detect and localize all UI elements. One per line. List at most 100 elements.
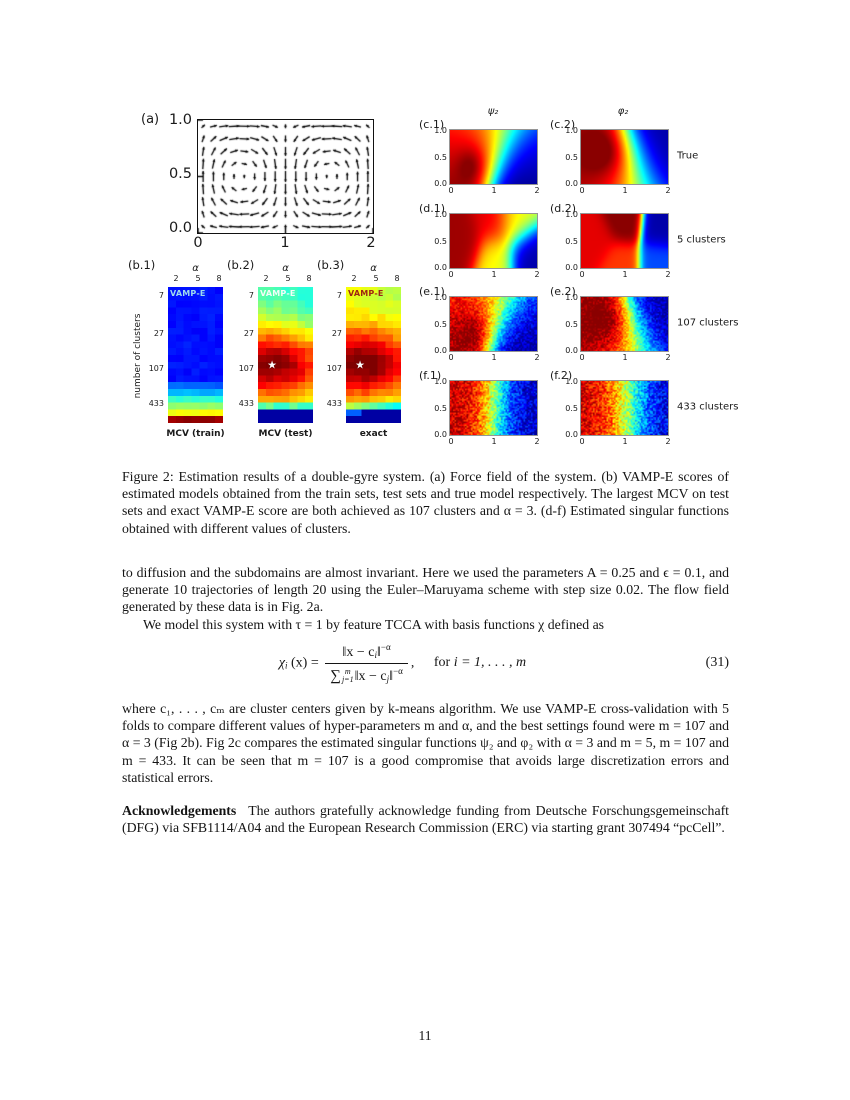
clusters-tick: 433: [326, 398, 342, 408]
clusters-tick: 27: [331, 328, 342, 338]
mini-ytick: 1.0: [434, 293, 447, 302]
psi2-5-clusters-canvas: [449, 213, 538, 269]
panel-label-psi2-5-clusters: (d.1): [419, 202, 446, 215]
mini-xtick: 0: [448, 270, 454, 279]
phi2-column-header: φ₂: [617, 106, 629, 117]
mini-xtick: 2: [665, 353, 671, 362]
mini-xtick: 1: [491, 353, 497, 362]
equation-body: χi (x) = ‖x − ci‖−α ∑ m j=1 ‖x − cj‖−α , fo…: [278, 641, 527, 685]
vampe-heatmap-train-canvas: [168, 287, 223, 423]
best-model-star-marker: ★: [267, 359, 277, 372]
clusters-tick: 7: [158, 290, 164, 300]
alpha-tick: 5: [373, 274, 379, 283]
panel-label-phi2-107-clusters: (e.2): [550, 285, 576, 298]
equation-number: (31): [705, 655, 729, 670]
mini-ytick: 0.5: [565, 236, 578, 246]
mini-ytick: 0.0: [565, 346, 578, 355]
alpha-tick: 2: [173, 274, 179, 283]
best-model-star-marker: ★: [355, 359, 365, 372]
panel-b-label: (b.1): [128, 258, 156, 272]
clusters-axis-label: number of clusters: [133, 313, 143, 399]
mini-ytick: 0.0: [434, 263, 447, 272]
mini-ytick: 1.0: [565, 293, 578, 302]
clusters-tick: 433: [148, 398, 164, 408]
mini-xtick: 1: [491, 437, 497, 446]
mini-ytick: 1.0: [434, 377, 447, 386]
mini-ytick: 1.0: [565, 126, 578, 135]
psi2-column-header: ψ₂: [487, 106, 499, 117]
acknowledgements: Acknowledgements The authors gratefully a…: [122, 802, 729, 836]
vampe-heatmap-exact-canvas: [346, 287, 401, 423]
vampe-inner-label: VAMP-E: [170, 289, 206, 298]
eq-chi-sub: i: [285, 660, 288, 671]
mini-xtick: 1: [622, 353, 628, 362]
eq-arg: (x) =: [291, 655, 319, 671]
mini-xtick: 1: [491, 186, 497, 195]
panel-label-phi2-5-clusters: (d.2): [550, 202, 577, 215]
equation-31: χi (x) = ‖x − ci‖−α ∑ m j=1 ‖x − cj‖−α , fo…: [122, 639, 729, 687]
panel-label-psi2-true: (c.1): [419, 118, 445, 131]
mini-xtick: 2: [665, 437, 671, 446]
mini-xtick: 0: [579, 353, 585, 362]
panel-label-phi2-433-clusters: (f.2): [550, 369, 573, 382]
force-field-quiver-canvas: [197, 119, 374, 234]
mini-xtick: 2: [665, 270, 671, 279]
mini-xtick: 0: [448, 437, 454, 446]
mini-ytick: 0.0: [565, 430, 578, 439]
clusters-tick: 7: [336, 290, 342, 300]
mini-xtick: 2: [534, 186, 540, 195]
alpha-axis-label: α: [370, 263, 377, 274]
mini-xtick: 0: [579, 270, 585, 279]
mini-xtick: 0: [448, 186, 454, 195]
panel-a-ytick: 1.0: [168, 112, 192, 128]
mini-ytick: 1.0: [565, 377, 578, 386]
alpha-tick: 8: [216, 274, 222, 283]
eq-denominator: ∑ m j=1 ‖x − cj‖−α: [330, 665, 403, 685]
mini-ytick: 0.5: [434, 319, 447, 329]
mini-xtick: 1: [622, 437, 628, 446]
alpha-tick: 2: [351, 274, 357, 283]
panel-a-xtick: 2: [366, 235, 376, 251]
mini-ytick: 0.0: [434, 179, 447, 188]
mini-ytick: 1.0: [434, 210, 447, 219]
mini-xtick: 0: [579, 437, 585, 446]
panel-a-ytick: 0.5: [168, 166, 192, 182]
phi2-5-clusters-canvas: [580, 213, 669, 269]
panel-a-xtick: 1: [280, 235, 290, 251]
mini-xtick: 2: [665, 186, 671, 195]
alpha-axis-label: α: [282, 263, 289, 274]
panel-b-caption: exact: [359, 429, 388, 439]
panel-label-psi2-107-clusters: (e.1): [419, 285, 445, 298]
panel-label-phi2-true: (c.2): [550, 118, 576, 131]
row-caption: True: [677, 150, 699, 162]
panel-a-label: (a): [141, 112, 160, 127]
alpha-tick: 5: [195, 274, 201, 283]
alpha-tick: 2: [263, 274, 269, 283]
acknowledgements-text: The authors gratefully acknowledge fundi…: [122, 803, 729, 836]
psi2-433-clusters-canvas: [449, 380, 538, 436]
mini-xtick: 1: [622, 186, 628, 195]
vampe-inner-label: VAMP-E: [260, 289, 296, 298]
psi2-107-clusters-canvas: [449, 296, 538, 352]
mini-ytick: 0.5: [565, 152, 578, 162]
page-number: 11: [418, 1028, 432, 1043]
clusters-tick: 433: [238, 398, 254, 408]
panel-a-ytick: 0.0: [168, 220, 192, 236]
mini-ytick: 1.0: [434, 126, 447, 135]
panel-b-label: (b.2): [227, 258, 255, 272]
row-caption: 5 clusters: [677, 234, 726, 246]
mini-ytick: 0.0: [434, 430, 447, 439]
mini-ytick: 1.0: [565, 210, 578, 219]
clusters-tick: 27: [153, 328, 164, 338]
eq-fraction: ‖x − ci‖−α ∑ m j=1 ‖x − cj‖−α: [325, 642, 408, 685]
eq-condition: for i = 1, . . . , m: [433, 655, 527, 671]
eq-numerator: ‖x − ci‖−α: [325, 642, 408, 664]
clusters-tick: 7: [248, 290, 254, 300]
eq-chi: χ: [278, 655, 285, 671]
alpha-tick: 8: [394, 274, 400, 283]
mini-ytick: 0.0: [434, 346, 447, 355]
mini-xtick: 0: [579, 186, 585, 195]
alpha-tick: 8: [306, 274, 312, 283]
clusters-tick: 107: [238, 364, 254, 373]
mini-xtick: 1: [622, 270, 628, 279]
